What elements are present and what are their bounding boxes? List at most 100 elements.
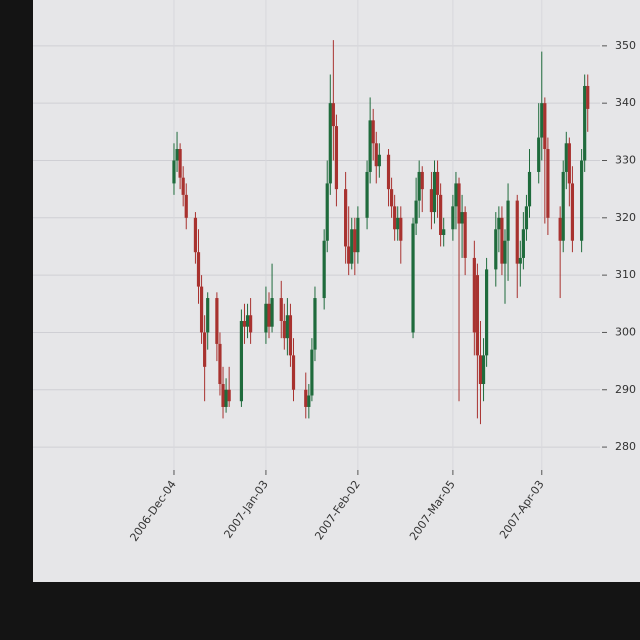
candle-body bbox=[518, 257, 522, 264]
candle-body bbox=[561, 171, 565, 241]
candle-body bbox=[435, 171, 440, 195]
candle-body bbox=[524, 206, 529, 230]
candle-body bbox=[371, 120, 375, 144]
candle-body bbox=[347, 246, 351, 264]
candle-body bbox=[586, 85, 590, 109]
candle-body bbox=[570, 183, 575, 241]
candle-body bbox=[353, 229, 357, 253]
candle-body bbox=[580, 160, 584, 241]
candle-body bbox=[313, 298, 317, 350]
candle-body bbox=[249, 315, 253, 333]
candle-body bbox=[457, 183, 461, 224]
candle-body bbox=[543, 103, 547, 150]
candle-body bbox=[494, 229, 498, 270]
candle-body bbox=[503, 240, 507, 264]
candle-body bbox=[203, 332, 207, 367]
candle-body bbox=[420, 171, 424, 190]
candle-body bbox=[374, 143, 378, 167]
candle-body bbox=[242, 320, 247, 327]
candle-body bbox=[334, 126, 339, 190]
candle-body bbox=[521, 229, 525, 258]
candle-body bbox=[264, 303, 268, 333]
candle-body bbox=[485, 269, 489, 356]
candle-body bbox=[414, 200, 418, 224]
candle-body bbox=[515, 200, 519, 264]
candle-body bbox=[184, 194, 188, 218]
candle-body bbox=[481, 355, 486, 385]
candle-body bbox=[546, 149, 550, 218]
candle-body bbox=[537, 137, 541, 172]
candle-body bbox=[181, 177, 185, 195]
candle-body bbox=[389, 189, 394, 207]
candle-body bbox=[172, 160, 176, 184]
y-tick-label: 320 bbox=[615, 211, 636, 224]
candle-body bbox=[500, 217, 504, 264]
candle-body bbox=[417, 171, 421, 201]
candle-body bbox=[393, 206, 397, 230]
candle-body bbox=[270, 298, 274, 327]
candle-body bbox=[325, 183, 329, 241]
candle-body bbox=[506, 200, 510, 241]
candle-body bbox=[175, 149, 179, 161]
candle-body bbox=[497, 217, 501, 230]
candle-body bbox=[386, 154, 391, 190]
candle-body bbox=[310, 349, 314, 396]
y-tick-label: 310 bbox=[615, 268, 636, 281]
candle-body bbox=[285, 315, 289, 339]
chart-panel bbox=[33, 0, 640, 582]
candle-body bbox=[429, 189, 434, 213]
candle-body bbox=[331, 103, 335, 127]
candle-body bbox=[199, 286, 204, 333]
candle-body bbox=[196, 252, 201, 287]
candle-body bbox=[451, 206, 455, 230]
candle-body bbox=[567, 143, 571, 184]
candle-body bbox=[527, 171, 532, 207]
candle-body bbox=[328, 103, 332, 184]
candle-body bbox=[432, 171, 437, 213]
candle-body bbox=[472, 257, 476, 333]
candle-body bbox=[307, 395, 311, 407]
y-tick-label: 340 bbox=[615, 96, 636, 109]
candle-body bbox=[460, 212, 464, 224]
candle-body bbox=[399, 217, 403, 241]
candle-body bbox=[304, 389, 308, 407]
candle-body bbox=[178, 149, 182, 178]
candle-body bbox=[344, 189, 348, 247]
y-tick-label: 350 bbox=[615, 39, 636, 52]
candle-body bbox=[218, 343, 222, 385]
candle-body bbox=[478, 355, 483, 385]
y-tick-label: 300 bbox=[615, 325, 636, 338]
candle-body bbox=[454, 183, 458, 207]
candle-body bbox=[442, 229, 446, 235]
candle-body bbox=[279, 298, 283, 321]
candle-body bbox=[396, 217, 400, 230]
candle-body bbox=[215, 298, 219, 344]
candle-body bbox=[558, 217, 562, 241]
candle-body bbox=[439, 194, 443, 235]
candle-body bbox=[356, 217, 360, 253]
candle-body bbox=[350, 229, 354, 264]
candle-body bbox=[377, 154, 381, 167]
candle-body bbox=[227, 389, 231, 402]
y-tick-label: 290 bbox=[615, 383, 636, 396]
candle-body bbox=[282, 320, 286, 339]
candle-body bbox=[583, 85, 587, 161]
candle-body bbox=[322, 240, 326, 299]
candle-body bbox=[239, 320, 244, 402]
candle-body bbox=[206, 298, 210, 333]
candle-body bbox=[221, 384, 225, 407]
candle-body bbox=[365, 171, 369, 218]
y-tick-label: 280 bbox=[615, 440, 636, 453]
candle-body bbox=[245, 315, 250, 327]
candle-body bbox=[267, 303, 271, 327]
candle-body bbox=[224, 389, 228, 407]
candle-body bbox=[564, 143, 568, 172]
candle-body bbox=[288, 315, 293, 356]
candle-body bbox=[291, 355, 296, 390]
candle-body bbox=[193, 217, 198, 253]
candle-body bbox=[411, 223, 415, 333]
y-tick-label: 330 bbox=[615, 153, 636, 166]
candle-body bbox=[368, 120, 372, 172]
